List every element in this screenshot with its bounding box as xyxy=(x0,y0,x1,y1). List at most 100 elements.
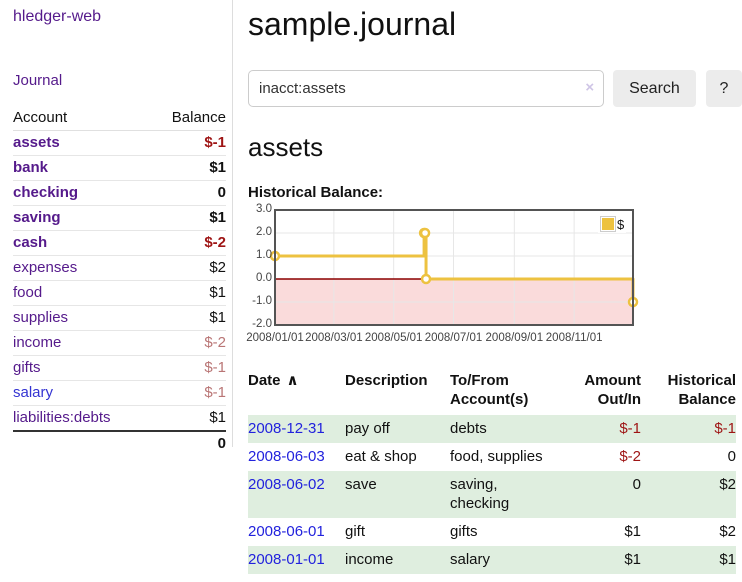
amount-column-header: Amount Out/In xyxy=(584,372,641,408)
chart-canvas xyxy=(269,209,639,326)
app-title-link[interactable]: hledger-web xyxy=(13,8,102,25)
search-button[interactable]: Search xyxy=(613,70,696,107)
account-row-cash: cash $-2 xyxy=(13,230,226,256)
transaction-balance: $2 xyxy=(719,476,736,493)
account-balance: $-1 xyxy=(149,130,226,156)
register-table: Date ∧ Description To/From Account(s) Amo… xyxy=(248,369,736,574)
register-row: 2008-06-03 eat & shop food, supplies $-2… xyxy=(248,443,736,471)
transaction-amount: $-1 xyxy=(619,420,641,437)
account-link[interactable]: supplies xyxy=(13,309,69,326)
account-link[interactable]: liabilities:debts xyxy=(13,409,111,426)
account-balance: $-1 xyxy=(149,355,226,381)
transaction-date-link[interactable]: 2008-06-03 xyxy=(248,448,325,465)
description-column-header: Description xyxy=(345,372,428,389)
balance-chart: $ 3.0 2.0 1.0 0.0 -1.0 -2.0 2008/01/01 2008/03/… xyxy=(246,203,668,352)
help-button[interactable]: ? xyxy=(705,70,742,107)
accounts-total-row: 0 xyxy=(13,430,226,456)
account-balance: $1 xyxy=(209,409,226,426)
y-axis-tick: -2.0 xyxy=(252,318,272,330)
transaction-description: income xyxy=(345,551,394,568)
plot-border xyxy=(274,209,634,326)
x-axis-tick: 2008/07/01 xyxy=(424,332,483,344)
account-column-header: Account xyxy=(13,105,150,131)
account-balance: $1 xyxy=(149,305,226,331)
transaction-accounts: salary xyxy=(450,551,491,568)
register-header-row: Date ∧ Description To/From Account(s) Amo… xyxy=(248,369,736,415)
account-row-supplies: supplies $1 xyxy=(13,305,226,331)
y-axis-tick: 0.0 xyxy=(256,272,272,284)
account-row-liabilities-debts: liabilities:debts $1 xyxy=(13,406,226,432)
x-axis-tick: 2008/03/01 xyxy=(305,332,363,344)
balance-column-header: Balance xyxy=(149,105,226,131)
account-row-expenses: expenses $2 xyxy=(13,255,226,281)
transaction-balance: $2 xyxy=(719,523,736,540)
transaction-accounts: gifts xyxy=(450,523,478,540)
account-link[interactable]: saving xyxy=(13,209,61,226)
account-row-assets: assets $-1 xyxy=(13,130,226,156)
balance-column-header: Historical Balance xyxy=(667,372,736,408)
transaction-amount: $1 xyxy=(624,523,641,540)
account-link[interactable]: gifts xyxy=(13,359,41,376)
transaction-date-link[interactable]: 2008-06-01 xyxy=(248,523,325,540)
accounts-column-header: To/From Account(s) xyxy=(450,372,529,408)
accounts-total: 0 xyxy=(149,430,226,456)
legend-swatch-icon xyxy=(600,216,616,232)
clear-search-icon[interactable]: × xyxy=(585,79,595,96)
transaction-description: eat & shop xyxy=(345,448,417,465)
account-balance: $-1 xyxy=(149,380,226,406)
sidebar: hledger-web Journal Account Balance asse… xyxy=(0,0,233,456)
account-balance: $2 xyxy=(149,255,226,281)
register-row: 2008-12-31 pay off debts $-1 $-1 xyxy=(248,415,736,443)
register-row: 2008-06-02 save saving, checking 0 $2 xyxy=(248,471,736,518)
account-link[interactable]: checking xyxy=(13,184,79,201)
search-input[interactable] xyxy=(248,70,605,107)
y-axis-tick: 3.0 xyxy=(256,203,272,215)
account-balance: $1 xyxy=(149,205,226,231)
y-axis-tick: -1.0 xyxy=(252,295,272,307)
transaction-date-link[interactable]: 2008-12-31 xyxy=(248,420,325,437)
account-row-checking: checking 0 xyxy=(13,180,226,206)
y-axis-tick: 2.0 xyxy=(256,226,272,238)
transaction-accounts: saving, checking xyxy=(450,476,510,512)
transaction-description: pay off xyxy=(345,420,390,437)
account-link[interactable]: expenses xyxy=(13,259,78,276)
x-axis-tick: 2008/05/01 xyxy=(364,332,423,344)
account-link[interactable]: assets xyxy=(13,134,60,151)
account-row-food: food $1 xyxy=(13,280,226,306)
transaction-description: save xyxy=(345,476,377,493)
transaction-date-link[interactable]: 2008-01-01 xyxy=(248,551,325,568)
sidebar-item-journal[interactable]: Journal xyxy=(13,72,63,89)
chart-title: Historical Balance: xyxy=(248,184,384,201)
transaction-date-link[interactable]: 2008-06-02 xyxy=(248,476,325,493)
y-axis-tick: 1.0 xyxy=(256,249,272,261)
chart-legend: $ xyxy=(598,215,627,233)
data-point xyxy=(420,273,432,285)
page-title: sample.journal xyxy=(248,6,457,42)
account-heading: assets xyxy=(248,132,324,162)
register-row: 2008-06-01 gift gifts $1 $2 xyxy=(248,518,736,546)
data-point xyxy=(419,227,431,239)
account-link[interactable]: food xyxy=(13,284,43,301)
account-link[interactable]: income xyxy=(13,334,62,351)
account-link[interactable]: cash xyxy=(13,234,48,251)
transaction-accounts: debts xyxy=(450,420,487,437)
search-form: × Search ? xyxy=(248,70,742,107)
transaction-balance: $-1 xyxy=(714,420,736,437)
x-axis-tick: 2008/11/01 xyxy=(545,332,603,344)
account-balance: 0 xyxy=(149,180,226,206)
account-balance: $1 xyxy=(149,280,226,306)
date-column-header[interactable]: Date ∧ xyxy=(248,372,299,389)
transaction-accounts: food, supplies xyxy=(450,448,543,465)
account-link[interactable]: bank xyxy=(13,159,49,176)
transaction-amount: $-2 xyxy=(619,448,641,465)
account-link[interactable]: salary xyxy=(13,384,54,401)
transaction-balance: 0 xyxy=(727,448,736,465)
account-row-bank: bank $1 xyxy=(13,155,226,181)
account-row-salary: salary $-1 xyxy=(13,380,226,406)
transaction-amount: 0 xyxy=(632,476,641,493)
x-axis-tick: 2008/01/01 xyxy=(246,332,304,344)
main-content: sample.journal × Search ? assets Histori… xyxy=(246,0,742,574)
register-row: 2008-01-01 income salary $1 $1 xyxy=(248,546,736,574)
account-row-income: income $-2 xyxy=(13,330,226,356)
transaction-balance: $1 xyxy=(719,551,736,568)
